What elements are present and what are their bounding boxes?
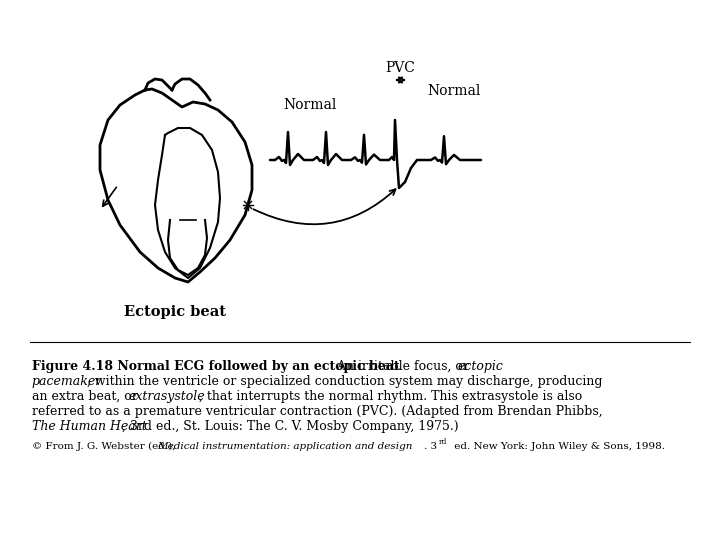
- Text: Normal: Normal: [283, 98, 337, 112]
- Text: Ectopic beat: Ectopic beat: [124, 305, 226, 319]
- Text: Normal: Normal: [427, 84, 481, 98]
- Text: PVC: PVC: [386, 61, 415, 75]
- Text: © From J. G. Webster (ed.),: © From J. G. Webster (ed.),: [32, 442, 179, 451]
- Text: , 3rd ed., St. Louis: The C. V. Mosby Company, 1975.): , 3rd ed., St. Louis: The C. V. Mosby Co…: [122, 420, 459, 433]
- Text: The Human Heart: The Human Heart: [32, 420, 146, 433]
- Text: ectopic: ectopic: [457, 360, 503, 373]
- Text: referred to as a premature ventricular contraction (PVC). (Adapted from Brendan : referred to as a premature ventricular c…: [32, 405, 603, 418]
- Text: an extra beat, or: an extra beat, or: [32, 390, 141, 403]
- Text: ed. New York: John Wiley & Sons, 1998.: ed. New York: John Wiley & Sons, 1998.: [451, 442, 665, 451]
- Text: Medical instrumentation: application and design: Medical instrumentation: application and…: [157, 442, 413, 451]
- Text: , that interrupts the normal rhythm. This extrasystole is also: , that interrupts the normal rhythm. Thi…: [199, 390, 582, 403]
- Text: extrasystole: extrasystole: [129, 390, 205, 403]
- Text: rd: rd: [439, 438, 448, 446]
- Text: . 3: . 3: [424, 442, 437, 451]
- Text: , within the ventricle or specialized conduction system may discharge, producing: , within the ventricle or specialized co…: [87, 375, 603, 388]
- Text: Figure 4.18 Normal ECG followed by an ectopic beat: Figure 4.18 Normal ECG followed by an ec…: [32, 360, 400, 373]
- Text: pacemaker: pacemaker: [32, 375, 102, 388]
- Text: An irritable focus, or: An irritable focus, or: [333, 360, 472, 373]
